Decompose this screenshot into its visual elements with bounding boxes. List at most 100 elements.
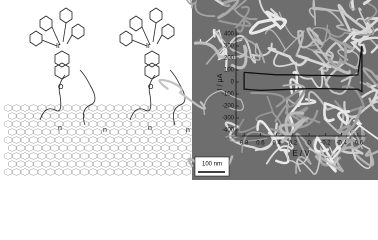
hexagon — [152, 112, 161, 120]
hexagon — [101, 128, 110, 136]
hexagon — [131, 168, 140, 176]
hexagon — [59, 144, 68, 152]
x-tick-label: 0.8 — [240, 141, 249, 147]
hexagon — [76, 112, 85, 120]
hexagon — [148, 104, 157, 112]
fiber — [286, 136, 333, 165]
hexagon — [29, 136, 38, 144]
hexagon — [33, 144, 42, 152]
hexagon — [169, 144, 178, 152]
hexagon — [161, 112, 170, 120]
hexagon — [135, 160, 144, 168]
hexagon — [152, 160, 161, 168]
hexagon — [12, 136, 21, 144]
fiber — [258, 0, 285, 23]
hexagon — [80, 136, 89, 144]
hexagon — [59, 160, 68, 168]
hexagon — [131, 104, 140, 112]
hexagon — [50, 128, 59, 136]
fiber — [205, 37, 266, 65]
fiber — [360, 84, 378, 103]
hexagon — [29, 152, 38, 160]
hexagon — [16, 128, 25, 136]
hexagon — [80, 152, 89, 160]
hexagon — [63, 152, 72, 160]
hexagon — [3, 120, 13, 128]
hexagon — [88, 168, 98, 176]
hexagon — [97, 120, 106, 128]
hexagon — [161, 128, 170, 136]
y-tick-label: -100 — [222, 92, 235, 98]
hexagon — [165, 120, 174, 128]
hexagon — [12, 168, 21, 176]
hexagon — [25, 128, 34, 136]
hexagon — [63, 168, 72, 176]
figure: Ir Ir O O n n n n 100 nm 400 300 200 100 0 -1… — [3, 0, 378, 180]
hexagon — [101, 144, 110, 152]
hexagon — [156, 152, 166, 160]
hexagon — [3, 104, 13, 112]
chain — [169, 69, 186, 126]
fiber — [320, 8, 378, 49]
hexagon — [127, 160, 136, 168]
hexagon — [8, 128, 17, 136]
x-tick-label: 0.6 — [256, 141, 265, 147]
hexagon — [46, 152, 55, 160]
fiber — [216, 0, 240, 19]
y-tick-label: -200 — [222, 104, 235, 110]
fiber — [362, 67, 378, 104]
atom-label: n — [58, 125, 62, 132]
hexagon — [16, 144, 25, 152]
hexagon — [37, 152, 47, 160]
hexagon — [50, 112, 59, 120]
x-axis-label: E / V — [292, 149, 310, 158]
hexagon — [76, 128, 85, 136]
hexagon — [97, 168, 106, 176]
fiber — [273, 52, 324, 89]
hexagon — [3, 152, 13, 160]
hexagon — [135, 144, 144, 152]
fiber — [248, 10, 287, 35]
fiber — [349, 28, 378, 55]
fiber — [278, 111, 306, 144]
hexagon — [25, 144, 34, 152]
nanotube — [3, 104, 195, 176]
hexagon — [46, 168, 55, 176]
fiber — [323, 1, 378, 38]
atom-label: Ir — [146, 43, 151, 50]
fiber — [310, 49, 334, 72]
hexagon — [33, 160, 42, 168]
x-tick-label: -0.6 — [353, 141, 364, 147]
y-tick-label: 200 — [224, 56, 235, 62]
fiber — [212, 28, 228, 72]
hexagon — [144, 144, 153, 152]
atom-label: n — [148, 125, 152, 132]
hexagon — [88, 136, 98, 144]
hexagon — [182, 136, 191, 144]
hexagon — [122, 104, 132, 112]
hexagon — [178, 128, 187, 136]
hexagon — [71, 104, 81, 112]
fiber — [158, 78, 206, 110]
atom-label: O — [148, 84, 154, 91]
hexagon — [54, 152, 64, 160]
hexagon — [54, 136, 64, 144]
fiber — [355, 149, 378, 167]
hexagon — [110, 128, 119, 136]
hexagon — [178, 160, 187, 168]
y-tick-label: -300 — [222, 116, 235, 122]
hexagon — [42, 144, 51, 152]
hexagon — [25, 112, 34, 120]
hexagon — [16, 160, 25, 168]
hexagon — [93, 112, 102, 120]
hexagon — [139, 136, 149, 144]
hexagon — [169, 160, 178, 168]
hexagon — [16, 112, 25, 120]
hexagon — [139, 104, 149, 112]
hexagon — [3, 168, 13, 176]
hexagon — [182, 152, 191, 160]
inset-chart: 400 300 200 100 0 -100 -200 -300 -400 0.8 0.6 0.4 0.… — [217, 28, 366, 158]
x-tick-label: -0.4 — [336, 141, 347, 147]
hexagon — [156, 168, 166, 176]
hexagon — [20, 136, 30, 144]
